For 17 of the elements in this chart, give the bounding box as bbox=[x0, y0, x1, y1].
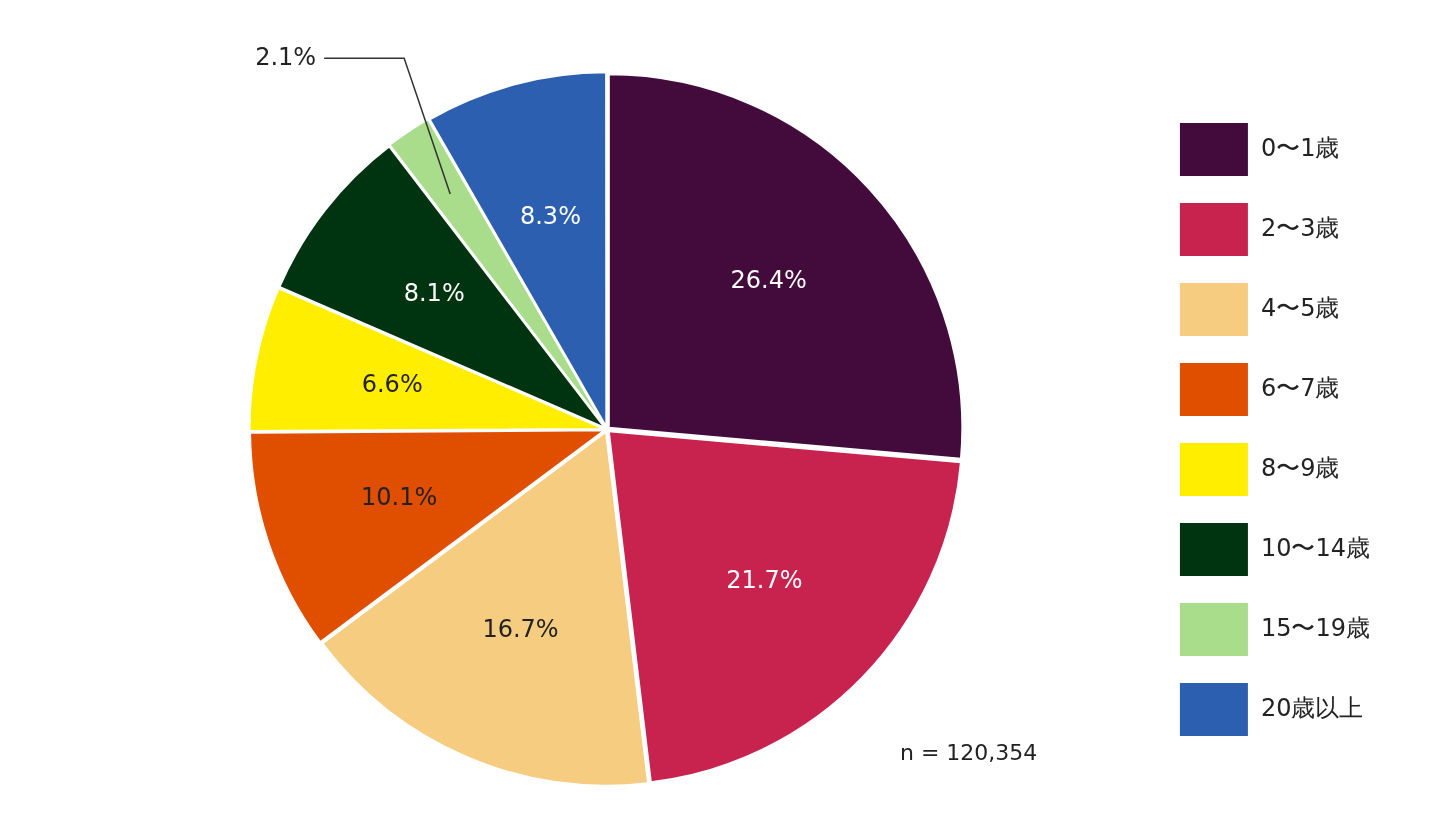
legend-label: 4〜5歳 bbox=[1260, 293, 1340, 322]
data-label: 6.6% bbox=[361, 369, 423, 398]
data-label: 8.3% bbox=[519, 201, 581, 230]
legend-label: 20歳以上 bbox=[1260, 693, 1364, 722]
data-label: 16.7% bbox=[482, 615, 559, 644]
legend-label: 8〜9歳 bbox=[1260, 453, 1340, 482]
data-label: 21.7% bbox=[726, 566, 803, 595]
data-label: 8.1% bbox=[403, 278, 465, 307]
legend-label: 6〜7歳 bbox=[1260, 373, 1340, 402]
legend-label: 10〜14歳 bbox=[1260, 533, 1370, 562]
data-label: 26.4% bbox=[730, 265, 807, 294]
data-label: 10.1% bbox=[361, 483, 438, 512]
legend-label: 2〜3歳 bbox=[1260, 213, 1340, 242]
legend-label: 0〜1歳 bbox=[1260, 133, 1340, 162]
text: n = 120,354 bbox=[900, 740, 1038, 765]
legend-label: 15〜19歳 bbox=[1260, 613, 1370, 642]
data-label: 2.1% bbox=[255, 42, 317, 71]
